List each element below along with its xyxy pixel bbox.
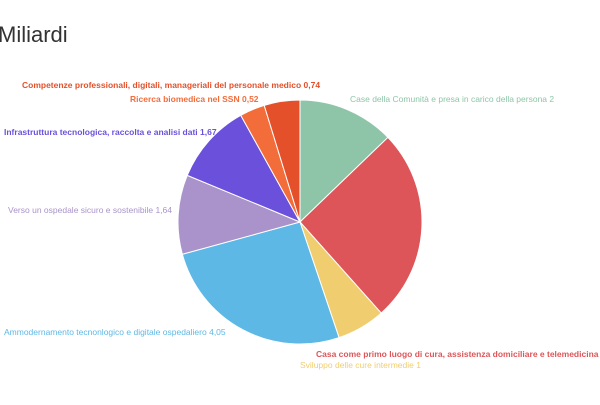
slice-label-value: 4,05 [209, 327, 226, 337]
slice-label-name: Verso un ospedale sicuro e sostenibile [8, 205, 153, 215]
pie-slice [299, 99, 389, 224]
slice-label-name: Sviluppo delle cure intermedie [300, 360, 414, 370]
slice-label: Infrastruttura tecnologica, raccolta e a… [4, 127, 217, 137]
slice-label-value: 1 [416, 360, 421, 370]
slice-label: Case della Comunità e presa in carico de… [350, 94, 554, 104]
slice-label-name: Ricerca biomedica nel SSN [130, 94, 240, 104]
slice-label: Ammodernamento tecnonlogico e digitale o… [4, 327, 226, 337]
pie-slice [186, 114, 302, 224]
chart-title: Miliardi [0, 22, 68, 47]
slice-label: Ricerca biomedica nel SSN 0,52 [130, 94, 259, 104]
slice-label-value: 2 [549, 94, 554, 104]
slice-label-name: Competenze professionali, digitali, mana… [22, 80, 301, 90]
slice-label: Sviluppo delle cure intermedie 1 [300, 360, 421, 370]
slice-label-value: 0,74 [304, 80, 321, 90]
slice-label-name: Case della Comunità e presa in carico de… [350, 94, 547, 104]
pie-slice [177, 174, 302, 255]
slice-label-value: 1,67 [200, 127, 217, 137]
slice-label: Verso un ospedale sicuro e sostenibile 1… [8, 205, 172, 215]
slice-label-value: 1,64 [155, 205, 172, 215]
slice-label-value: 0,52 [242, 94, 259, 104]
pie-slice [299, 136, 423, 314]
slice-label: Casa come primo luogo di cura, assistenz… [316, 349, 600, 359]
pie-slice [263, 99, 301, 223]
slice-label-name: Casa come primo luogo di cura, assistenz… [316, 349, 599, 359]
slice-label: Competenze professionali, digitali, mana… [22, 80, 320, 90]
slice-label-name: Ammodernamento tecnonlogico e digitale o… [4, 327, 207, 337]
slice-label-name: Infrastruttura tecnologica, raccolta e a… [4, 127, 198, 137]
pie-slice [181, 221, 340, 345]
